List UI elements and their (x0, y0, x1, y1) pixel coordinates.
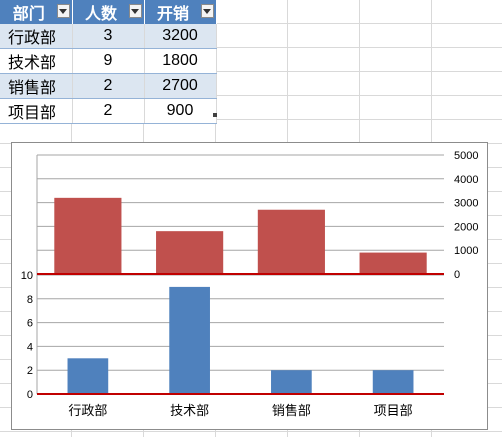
data-table: 部门 人数 开销 行政部 3 3200 技术部 9 1800 销售部 2 (0, 0, 217, 124)
left-axis-tick-label: 2 (27, 365, 33, 377)
bar-bottom-项目部 (372, 370, 414, 394)
category-label: 行政部 (68, 403, 107, 418)
cell-cost[interactable]: 900 (144, 98, 217, 124)
cell-cost[interactable]: 3200 (144, 24, 217, 49)
right-axis-tick-label: 3000 (454, 198, 478, 210)
bar-top-项目部 (359, 252, 427, 274)
header-cell-cost: 开销 (144, 0, 217, 24)
table-row: 项目部 2 900 (0, 98, 217, 124)
left-axis-tick-label: 8 (27, 294, 33, 306)
left-axis-tick-label: 4 (27, 341, 33, 353)
header-cell-count: 人数 (72, 0, 145, 24)
cell-count[interactable]: 2 (72, 73, 145, 99)
right-axis-tick-label: 1000 (454, 245, 478, 257)
left-axis-tick-label: 6 (27, 318, 33, 330)
left-axis-tick-label: 10 (21, 270, 33, 282)
bar-top-技术部 (156, 231, 224, 274)
bar-bottom-行政部 (67, 358, 109, 394)
right-axis-tick-label: 0 (454, 269, 460, 281)
bar-top-行政部 (54, 197, 122, 274)
filter-dropdown-dept[interactable] (56, 4, 70, 18)
table-row: 销售部 2 2700 (0, 73, 217, 99)
header-label-count: 人数 (84, 6, 117, 23)
cell-cost[interactable]: 1800 (144, 48, 217, 74)
category-label: 项目部 (374, 403, 413, 418)
cell-dept[interactable]: 行政部 (0, 24, 73, 49)
filter-dropdown-cost[interactable] (200, 4, 214, 18)
cell-dept[interactable]: 销售部 (0, 73, 73, 99)
right-axis-tick-label: 4000 (454, 174, 478, 186)
table-header-row: 部门 人数 开销 (0, 0, 217, 24)
left-axis-tick-label: 0 (27, 389, 33, 401)
header-label-dept: 部门 (12, 6, 45, 23)
table-row: 技术部 9 1800 (0, 48, 217, 74)
cell-cost[interactable]: 2700 (144, 73, 217, 99)
bar-bottom-技术部 (169, 286, 210, 394)
cell-count[interactable]: 2 (72, 98, 145, 124)
bar-top-销售部 (257, 209, 325, 274)
right-axis-tick-label: 2000 (454, 221, 478, 233)
table-row: 行政部 3 3200 (0, 24, 217, 49)
bar-bottom-销售部 (271, 370, 312, 394)
header-label-cost: 开销 (156, 6, 189, 23)
cell-dept[interactable]: 技术部 (0, 48, 73, 74)
filter-dropdown-count[interactable] (128, 4, 142, 18)
chart-canvas: 0 1000 2000 3000 4000 5000 0 2 4 6 8 10 行政部 技术部 销售部 项目部 (21, 150, 479, 418)
category-label: 技术部 (170, 403, 209, 418)
table-resize-handle[interactable] (213, 113, 217, 117)
category-label: 销售部 (272, 403, 311, 418)
right-axis-tick-label: 5000 (454, 150, 478, 162)
header-cell-dept: 部门 (0, 0, 73, 24)
chart-object[interactable]: 0 1000 2000 3000 4000 5000 0 2 4 6 8 10 行政部 技术部 销售部 项目部 (11, 142, 488, 430)
cell-dept[interactable]: 项目部 (0, 98, 73, 124)
cell-count[interactable]: 3 (72, 24, 145, 49)
cell-count[interactable]: 9 (72, 48, 145, 74)
